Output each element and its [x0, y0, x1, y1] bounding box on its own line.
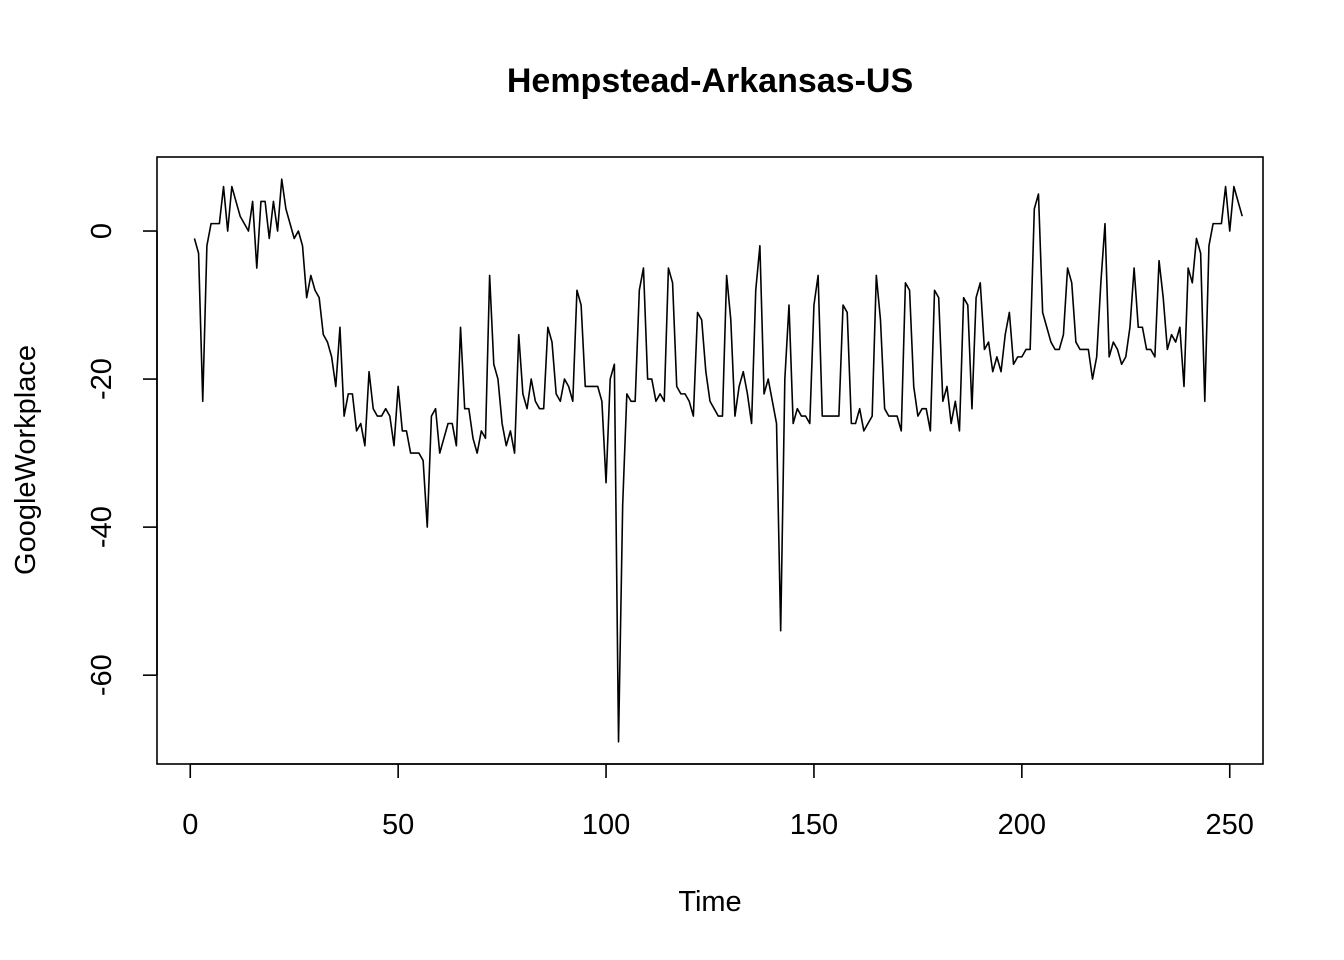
x-axis: 0 50 100 150 200 250 [182, 763, 1254, 841]
y-axis-label: GoogleWorkplace [10, 345, 42, 575]
x-tick-label: 0 [182, 809, 198, 841]
x-tick-label: 100 [582, 809, 630, 841]
x-tick-label: 150 [790, 809, 838, 841]
x-tick-label: 250 [1206, 809, 1254, 841]
chart-title: Hempstead-Arkansas-US [507, 62, 913, 100]
x-tick-label: 50 [382, 809, 414, 841]
y-tick-label: 0 [86, 223, 118, 239]
y-axis: -60 -40 -20 0 [86, 223, 158, 696]
x-tick-label: 200 [998, 809, 1046, 841]
plot-area [156, 156, 1264, 765]
series-line [193, 178, 1243, 743]
y-tick-label: -60 [86, 654, 118, 696]
y-tick-label: -40 [86, 506, 118, 548]
x-axis-label: Time [678, 886, 741, 918]
y-tick-label: -20 [86, 358, 118, 400]
